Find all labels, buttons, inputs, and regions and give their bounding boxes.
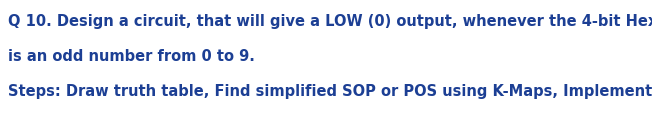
Text: Steps: Draw truth table, Find simplified SOP or POS using K-Maps, Implement the : Steps: Draw truth table, Find simplified… — [8, 84, 652, 99]
Text: Q 10. Design a circuit, that will give a LOW (0) output, whenever the 4-bit Hexa: Q 10. Design a circuit, that will give a… — [8, 14, 652, 29]
Text: is an odd number from 0 to 9.: is an odd number from 0 to 9. — [8, 49, 255, 64]
